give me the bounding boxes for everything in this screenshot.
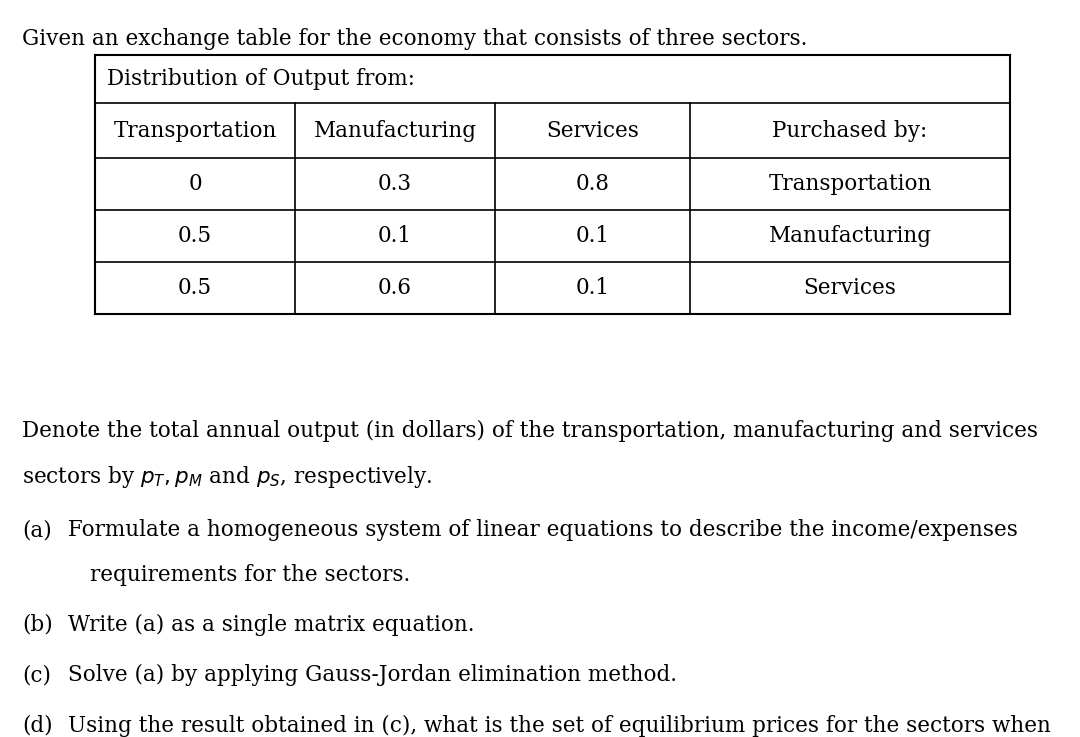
- Text: Manufacturing: Manufacturing: [313, 119, 476, 142]
- Text: Transportation: Transportation: [113, 119, 276, 142]
- Text: Formulate a homogeneous system of linear equations to describe the income/expens: Formulate a homogeneous system of linear…: [68, 520, 1017, 542]
- Text: Solve (a) by applying Gauss-Jordan elimination method.: Solve (a) by applying Gauss-Jordan elimi…: [68, 664, 677, 686]
- Text: (a): (a): [22, 520, 52, 542]
- Text: 0.1: 0.1: [576, 225, 609, 247]
- Text: Write (a) as a single matrix equation.: Write (a) as a single matrix equation.: [68, 614, 474, 636]
- Text: Services: Services: [804, 277, 896, 299]
- Text: Purchased by:: Purchased by:: [772, 119, 928, 142]
- Text: 0.5: 0.5: [178, 225, 212, 247]
- Text: (b): (b): [22, 614, 53, 636]
- Text: Transportation: Transportation: [768, 173, 932, 195]
- Text: 0.1: 0.1: [576, 277, 609, 299]
- Text: (d): (d): [22, 715, 53, 737]
- Text: Services: Services: [546, 119, 639, 142]
- Text: 0.5: 0.5: [178, 277, 212, 299]
- Text: 0.6: 0.6: [378, 277, 411, 299]
- Text: sectors by $p_{T},p_{M}$ and $p_{S}$, respectively.: sectors by $p_{T},p_{M}$ and $p_{S}$, re…: [22, 464, 432, 490]
- Text: (c): (c): [22, 664, 51, 686]
- Text: 0.3: 0.3: [378, 173, 413, 195]
- Text: Distribution of Output from:: Distribution of Output from:: [107, 68, 415, 90]
- Text: Given an exchange table for the economy that consists of three sectors.: Given an exchange table for the economy …: [22, 28, 808, 50]
- Text: requirements for the sectors.: requirements for the sectors.: [90, 564, 410, 585]
- Text: Using the result obtained in (c), what is the set of equilibrium prices for the : Using the result obtained in (c), what i…: [68, 715, 1051, 737]
- Text: 0.1: 0.1: [378, 225, 411, 247]
- Text: 0: 0: [188, 173, 202, 195]
- Text: Manufacturing: Manufacturing: [769, 225, 932, 247]
- Text: 0.8: 0.8: [576, 173, 609, 195]
- Text: Denote the total annual output (in dollars) of the transportation, manufacturing: Denote the total annual output (in dolla…: [22, 420, 1038, 442]
